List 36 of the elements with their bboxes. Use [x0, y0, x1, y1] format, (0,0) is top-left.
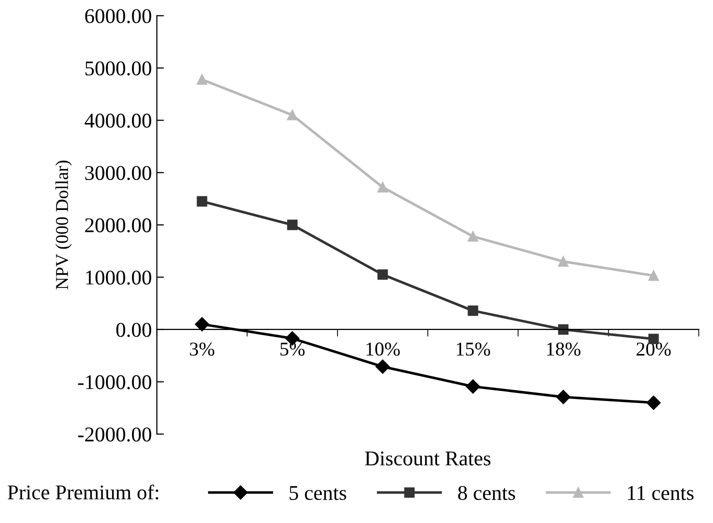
point — [196, 196, 208, 207]
y-tick-label: 6000.00 — [85, 9, 152, 24]
point — [648, 270, 659, 281]
y-tick-label: 3000.00 — [85, 166, 152, 180]
legend-title: Price Premium of: — [8, 484, 158, 500]
y-tick-label: -2000.00 — [78, 427, 152, 442]
x-tick-label: 20% — [636, 342, 671, 356]
y-axis-title: NPV (000 Dollar) — [55, 160, 72, 290]
point — [287, 110, 298, 120]
point — [466, 379, 480, 394]
x-tick-label: 5% — [280, 342, 305, 356]
y-tick-label: 2000.00 — [85, 218, 152, 232]
point — [376, 360, 390, 374]
y-tick-label: -1000.00 — [78, 375, 152, 390]
y-tick-label: 4000.00 — [84, 114, 152, 128]
x-tick-label: 15% — [456, 342, 490, 356]
legend-label: 11 cents — [628, 486, 694, 500]
legend-label: 8 cents — [458, 486, 516, 500]
y-tick-label: 5000.00 — [86, 61, 152, 76]
legend-label: 5 cents — [290, 486, 346, 500]
point — [287, 220, 298, 230]
y-tick-label: 1000.00 — [86, 270, 152, 285]
point — [194, 317, 210, 332]
y-tick-label: 0.00 — [116, 322, 152, 338]
point — [377, 182, 388, 192]
point — [558, 256, 568, 267]
point — [468, 305, 478, 316]
point — [646, 396, 661, 410]
x-tick-label: 10% — [366, 342, 400, 356]
point — [556, 390, 570, 404]
point — [377, 269, 388, 280]
point — [468, 231, 478, 242]
x-tick-label: 3% — [190, 342, 214, 356]
x-tick-label: 18% — [547, 342, 580, 356]
x-axis-title: Discount Rates — [365, 451, 490, 466]
point — [196, 74, 208, 85]
